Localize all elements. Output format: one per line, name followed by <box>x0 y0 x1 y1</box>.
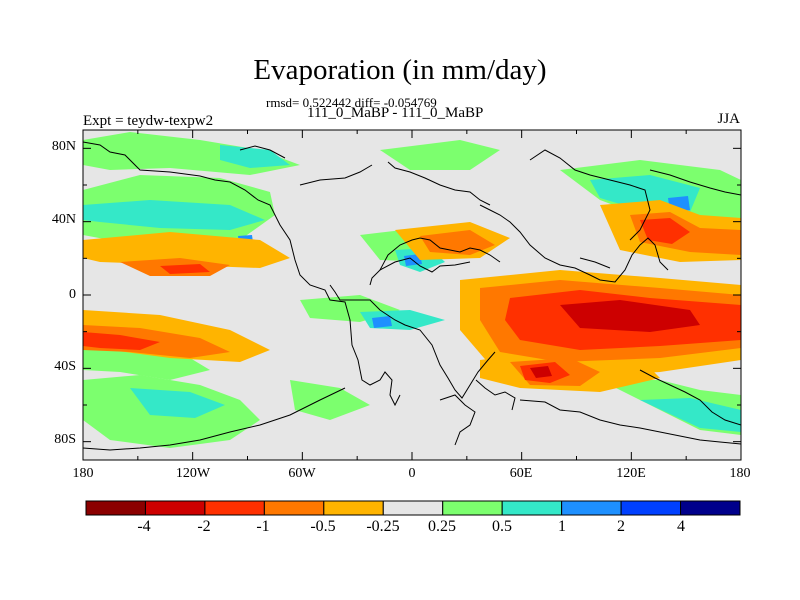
lon-tick-label: 120E <box>616 466 646 481</box>
lat-tick-label: 80N <box>51 139 76 154</box>
lat-tick-label: 40S <box>54 359 76 374</box>
map-field <box>83 130 741 460</box>
lon-tick-label: 120W <box>175 466 211 481</box>
lat-tick-label: 40N <box>51 212 76 227</box>
colorbar-swatch <box>680 500 741 516</box>
colorbar-label: -1 <box>256 518 270 535</box>
lat-tick-label: 0 <box>69 287 76 302</box>
colorbar-label: -2 <box>197 518 211 535</box>
colorbar-swatch <box>442 500 503 516</box>
colorbar-swatch <box>323 500 384 516</box>
colorbar-label: 0.25 <box>428 518 456 535</box>
colorbar-swatch <box>620 500 682 516</box>
colorbar-label: 2 <box>617 518 625 535</box>
colorbar-label: 4 <box>677 518 685 535</box>
lat-tick-label: 80S <box>54 432 76 447</box>
darkred-contours <box>530 300 700 378</box>
coastlines <box>83 141 741 451</box>
experiment-label: Expt = teydw-texpw2 <box>83 113 214 129</box>
colorbar-label: 1 <box>558 518 566 535</box>
colorbar-swatch <box>561 500 622 516</box>
lon-tick-label: 60E <box>509 466 533 481</box>
stats-subtitle: rmsd= 0.522442 diff= -0.054769 <box>266 95 437 110</box>
colorbar-label: -0.25 <box>366 518 400 535</box>
colorbar-swatch <box>204 500 265 516</box>
colorbar-swatch <box>144 500 206 516</box>
lon-tick-label: 180 <box>729 466 751 481</box>
colorbar-swatch <box>382 500 444 516</box>
colorbar <box>85 500 741 516</box>
colorbar-label: 0.5 <box>492 518 512 535</box>
colorbar-swatch <box>85 500 146 516</box>
lon-tick-label: 0 <box>408 466 416 481</box>
colorbar-swatch <box>263 500 325 516</box>
season-label: JJA <box>717 111 740 127</box>
period-subtitle: 111_0_MaBP - 111_0_MaBP <box>307 105 484 121</box>
colorbar-label: -4 <box>137 518 151 535</box>
axis-ticks <box>82 130 742 460</box>
lon-tick-label: 180 <box>72 466 94 481</box>
colorbar-label: -0.5 <box>310 518 336 535</box>
plot-title: Evaporation (in mm/day) <box>253 54 547 86</box>
colorbar-swatch <box>501 500 563 516</box>
lon-tick-label: 60W <box>288 466 316 481</box>
